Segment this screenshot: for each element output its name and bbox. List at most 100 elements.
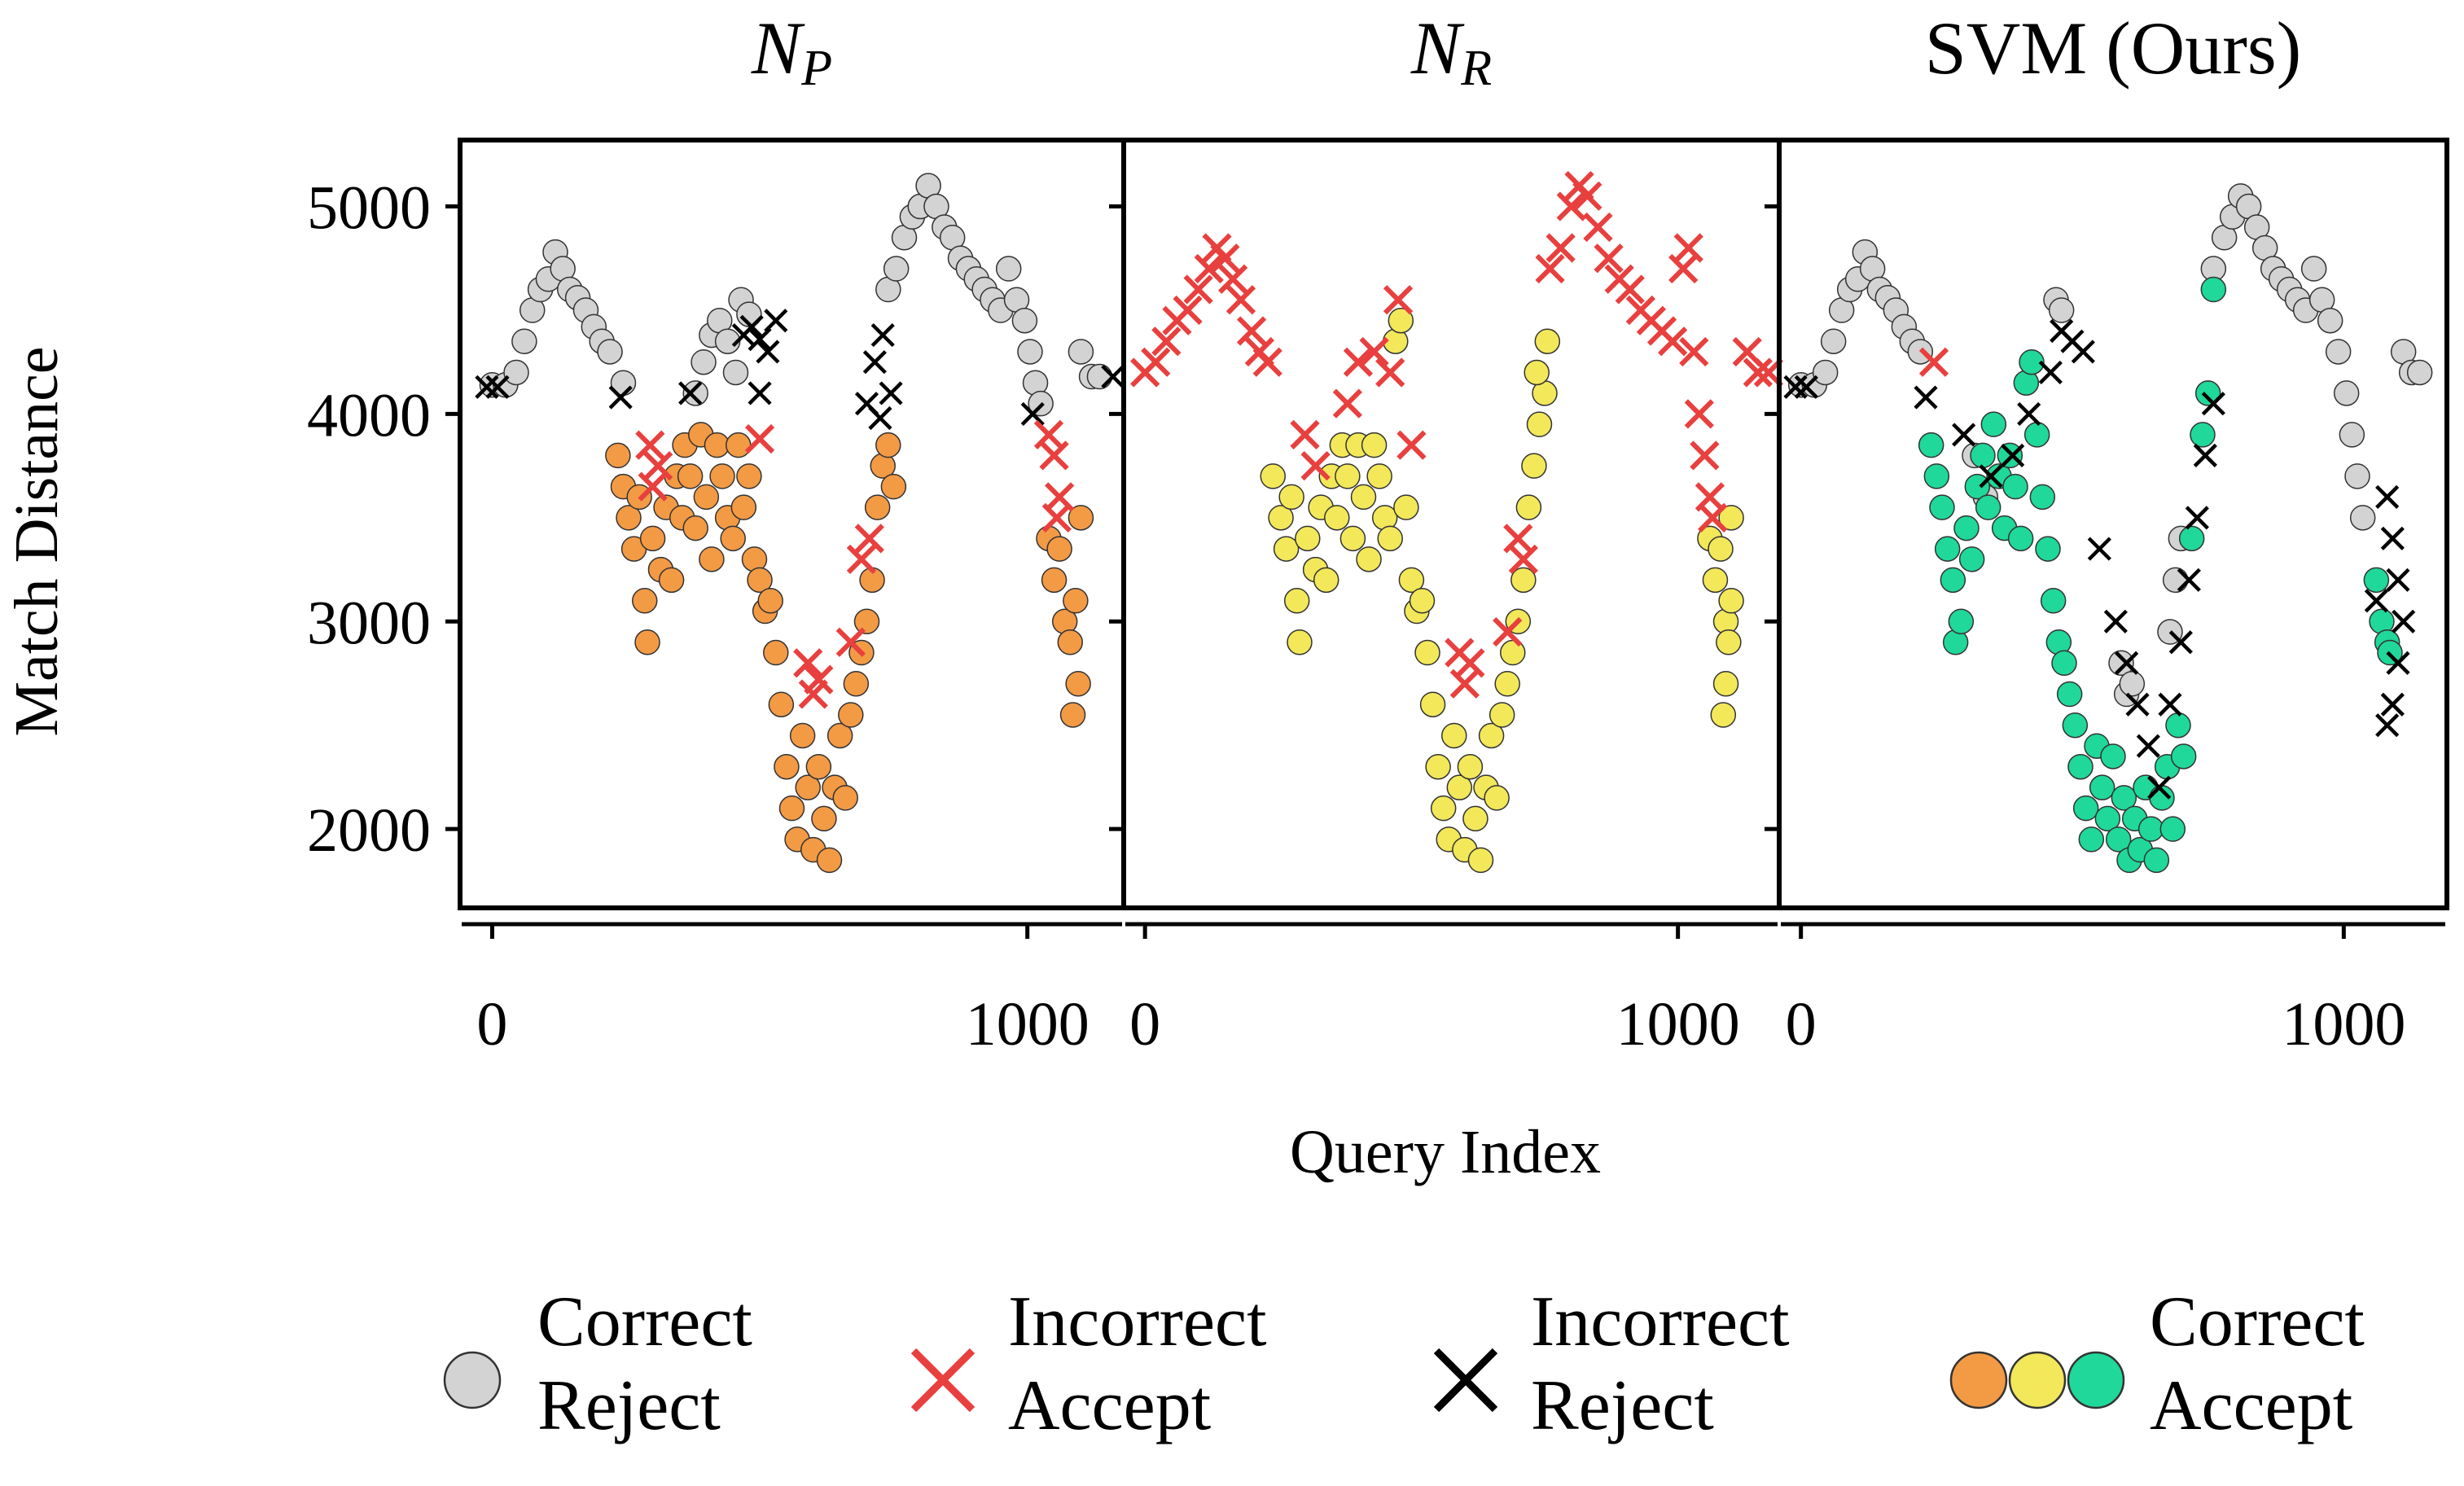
point-correct-accept <box>639 525 666 552</box>
point-incorrect-reject <box>2392 609 2416 633</box>
point-correct-accept <box>1366 463 1392 489</box>
point-correct-accept <box>1718 588 1744 614</box>
x-tick-label: 0 <box>476 990 507 1059</box>
legend-label-line1: Correct <box>537 1282 752 1361</box>
panel-2: NR 0 1000 <box>1109 7 1784 1059</box>
point-correct-accept <box>2363 567 2390 594</box>
point-correct-accept <box>1361 432 1388 458</box>
point-correct-accept <box>632 588 658 614</box>
legend-label-line2: Accept <box>2150 1366 2352 1445</box>
point-incorrect-reject <box>868 405 892 431</box>
point-correct-reject <box>2119 670 2146 697</box>
point-incorrect-accept <box>1041 502 1072 533</box>
point-incorrect-accept <box>1039 441 1069 471</box>
point-correct-accept <box>2111 785 2137 811</box>
point-incorrect-accept <box>1383 285 1414 315</box>
point-correct-accept <box>1350 484 1377 511</box>
point-correct-accept <box>805 753 832 780</box>
point-correct-reject <box>2317 307 2343 334</box>
point-correct-accept <box>864 494 891 520</box>
point-incorrect-accept <box>1173 295 1203 326</box>
point-incorrect-reject <box>1914 385 1938 410</box>
point-correct-accept <box>1041 567 1068 594</box>
point-correct-accept <box>1059 702 1086 728</box>
point-correct-accept <box>1484 785 1510 811</box>
point-correct-accept <box>730 494 757 520</box>
legend-marker-correct-accept <box>2067 1351 2125 1409</box>
point-correct-accept <box>2194 380 2221 406</box>
point-correct-accept <box>634 629 660 655</box>
point-correct-reject <box>2349 505 2376 531</box>
point-correct-accept <box>1510 567 1537 594</box>
point-correct-accept <box>699 546 725 572</box>
point-correct-accept <box>1430 795 1457 822</box>
point-correct-accept <box>1287 629 1313 655</box>
point-correct-accept <box>1718 505 1744 531</box>
point-correct-accept <box>1716 629 1742 655</box>
point-incorrect-reject <box>678 381 703 405</box>
point-correct-reject <box>1011 307 1038 334</box>
point-correct-accept <box>2056 681 2083 708</box>
legend-label-line1: Incorrect <box>1008 1282 1267 1361</box>
point-correct-reject <box>2300 256 2327 282</box>
point-correct-accept <box>1958 546 1985 572</box>
point-incorrect-accept <box>804 664 834 695</box>
point-incorrect-accept <box>1684 399 1714 429</box>
point-correct-reject <box>691 348 717 375</box>
point-incorrect-reject <box>608 385 633 410</box>
point-incorrect-reject <box>1020 401 1045 427</box>
point-correct-accept <box>1068 505 1094 531</box>
point-correct-accept <box>2067 753 2094 780</box>
point-incorrect-reject <box>2380 692 2405 717</box>
point-correct-accept <box>1488 702 1515 728</box>
x-tick-label: 1000 <box>1616 990 1740 1059</box>
point-correct-accept <box>2190 422 2216 448</box>
point-incorrect-accept <box>1236 316 1267 346</box>
point-correct-accept <box>1313 567 1339 594</box>
point-correct-reject <box>722 359 749 386</box>
point-correct-accept <box>2051 650 2077 677</box>
point-correct-accept <box>1393 494 1419 520</box>
legend: CorrectRejectIncorrectAcceptIncorrectRej… <box>443 1282 2365 1445</box>
point-incorrect-reject <box>2136 734 2160 758</box>
point-correct-accept <box>1702 567 1729 594</box>
legend-label-line1: Correct <box>2150 1282 2365 1361</box>
point-incorrect-reject <box>2158 692 2182 717</box>
point-incorrect-accept <box>1033 419 1064 450</box>
point-incorrect-accept <box>1218 264 1248 294</box>
point-correct-accept <box>1923 463 1950 489</box>
point-correct-accept <box>1398 567 1425 594</box>
point-correct-accept <box>1964 473 1991 500</box>
point-incorrect-reject <box>2103 609 2128 633</box>
point-correct-accept <box>2159 816 2186 842</box>
point-incorrect-accept <box>1690 441 1720 471</box>
point-correct-accept <box>1478 722 1505 749</box>
point-incorrect-accept <box>1225 285 1256 315</box>
panel-title-sub: P <box>800 41 832 96</box>
point-correct-accept <box>843 670 870 697</box>
point-correct-accept <box>1339 525 1366 552</box>
point-correct-accept <box>757 588 783 614</box>
legend-marker-correct-accept <box>1949 1351 2008 1409</box>
y-axis-label: Match Distance <box>2 346 71 736</box>
point-incorrect-accept <box>1493 616 1523 647</box>
point-incorrect-accept <box>1252 347 1282 377</box>
point-correct-accept <box>1494 670 1520 697</box>
point-correct-accept <box>1335 463 1361 489</box>
point-correct-accept <box>1414 639 1440 666</box>
point-incorrect-reject <box>2017 401 2041 427</box>
point-correct-reject <box>511 328 537 354</box>
point-correct-accept <box>720 525 746 552</box>
point-incorrect-reject <box>2375 484 2400 509</box>
point-incorrect-reject <box>2386 568 2410 592</box>
legend-label-line2: Accept <box>1008 1366 1211 1445</box>
y-tick-label: 5000 <box>307 174 431 243</box>
point-incorrect-reject <box>2201 392 2225 416</box>
point-correct-accept <box>2062 712 2089 739</box>
point-incorrect-reject <box>879 381 903 405</box>
point-correct-accept <box>1283 588 1310 614</box>
point-correct-accept <box>838 702 864 728</box>
legend-marker-incorrect-accept <box>910 1348 976 1413</box>
